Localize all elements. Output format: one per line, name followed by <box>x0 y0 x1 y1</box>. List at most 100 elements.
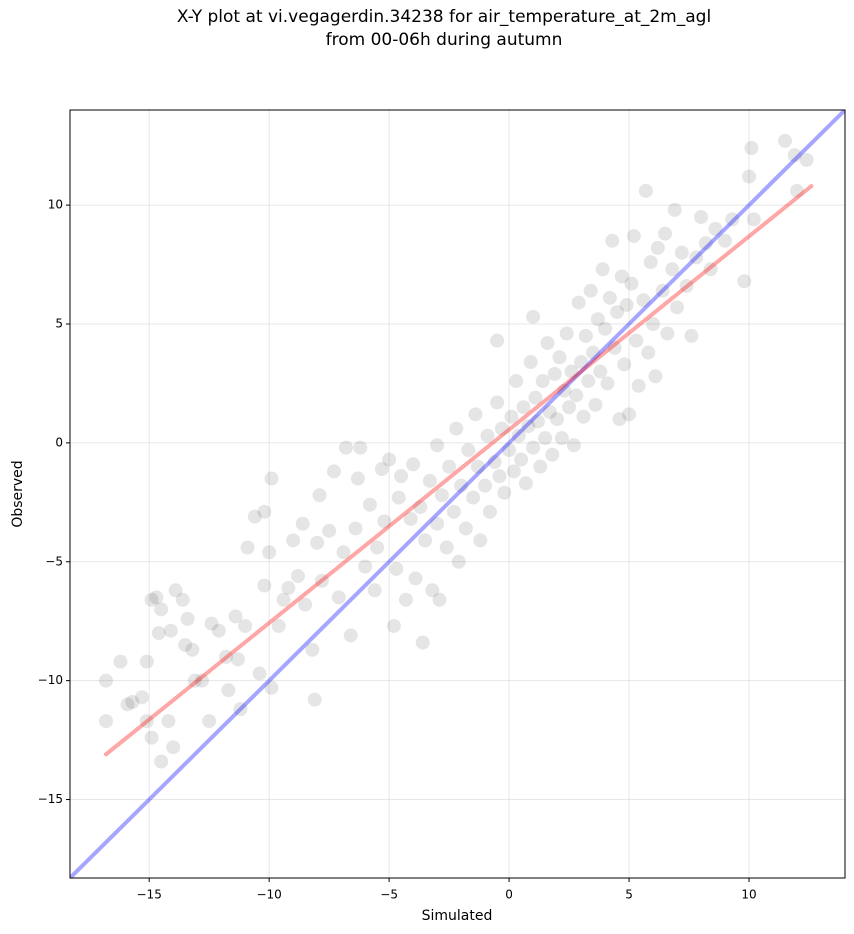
point <box>394 469 409 484</box>
point <box>742 169 757 184</box>
point <box>494 421 509 436</box>
point <box>312 488 327 503</box>
point <box>113 654 128 669</box>
point <box>286 533 301 548</box>
point <box>468 407 483 422</box>
point <box>326 464 341 479</box>
point <box>434 488 449 503</box>
point <box>98 673 113 688</box>
point <box>168 583 183 598</box>
point <box>646 316 661 331</box>
point <box>622 407 637 422</box>
x-tick-label: −10 <box>256 888 281 902</box>
point <box>180 611 195 626</box>
plot-area <box>70 110 845 878</box>
point <box>610 305 625 320</box>
point <box>665 262 680 277</box>
point <box>670 300 685 315</box>
point <box>482 504 497 519</box>
point <box>564 364 579 379</box>
point <box>538 431 553 446</box>
point <box>566 438 581 453</box>
point <box>588 397 603 412</box>
point <box>694 209 709 224</box>
point <box>523 355 538 370</box>
point <box>307 692 322 707</box>
point <box>612 412 627 427</box>
point <box>458 521 473 536</box>
point <box>602 290 617 305</box>
point <box>658 226 673 241</box>
y-tick-label: 10 <box>48 198 63 212</box>
point <box>415 635 430 650</box>
point <box>166 740 181 755</box>
point <box>211 623 226 638</box>
point <box>185 642 200 657</box>
point <box>362 497 377 512</box>
point <box>559 326 574 341</box>
point <box>569 388 584 403</box>
point <box>557 383 572 398</box>
point <box>120 697 135 712</box>
point <box>425 583 440 598</box>
y-tick-label: −10 <box>38 673 63 687</box>
point <box>492 469 507 484</box>
point <box>574 355 589 370</box>
point <box>487 454 502 469</box>
point <box>535 374 550 389</box>
point <box>144 730 159 745</box>
point <box>432 592 447 607</box>
point <box>430 516 445 531</box>
point <box>336 545 351 560</box>
point <box>221 683 236 698</box>
point <box>689 250 704 265</box>
point <box>746 212 761 227</box>
point <box>238 618 253 633</box>
point <box>343 628 358 643</box>
point <box>466 490 481 505</box>
point <box>629 333 644 348</box>
point <box>233 702 248 717</box>
point <box>581 374 596 389</box>
point <box>790 183 805 198</box>
point <box>708 221 723 236</box>
point <box>480 428 495 443</box>
point <box>187 673 202 688</box>
x-tick-label: 5 <box>625 888 633 902</box>
point <box>473 533 488 548</box>
point <box>600 376 615 391</box>
point <box>322 523 337 538</box>
y-axis-label: Observed <box>10 460 26 527</box>
point <box>139 714 154 729</box>
point <box>374 462 389 477</box>
point <box>305 642 320 657</box>
point <box>607 340 622 355</box>
point <box>636 293 651 308</box>
point <box>350 471 365 486</box>
point <box>204 616 219 631</box>
point <box>502 443 517 458</box>
point <box>257 578 272 593</box>
point <box>161 714 176 729</box>
point <box>530 414 545 429</box>
point <box>163 623 178 638</box>
point <box>516 400 531 415</box>
point <box>202 714 217 729</box>
x-tick-label: −15 <box>137 888 162 902</box>
point <box>442 459 457 474</box>
point <box>744 141 759 156</box>
point <box>497 485 512 500</box>
point <box>518 476 533 491</box>
point <box>281 580 296 595</box>
point <box>257 504 272 519</box>
point <box>310 535 325 550</box>
point <box>134 690 149 705</box>
point <box>262 545 277 560</box>
point <box>533 459 548 474</box>
point <box>641 345 656 360</box>
point <box>154 602 169 617</box>
point <box>240 540 255 555</box>
point <box>449 421 464 436</box>
point <box>178 637 193 652</box>
